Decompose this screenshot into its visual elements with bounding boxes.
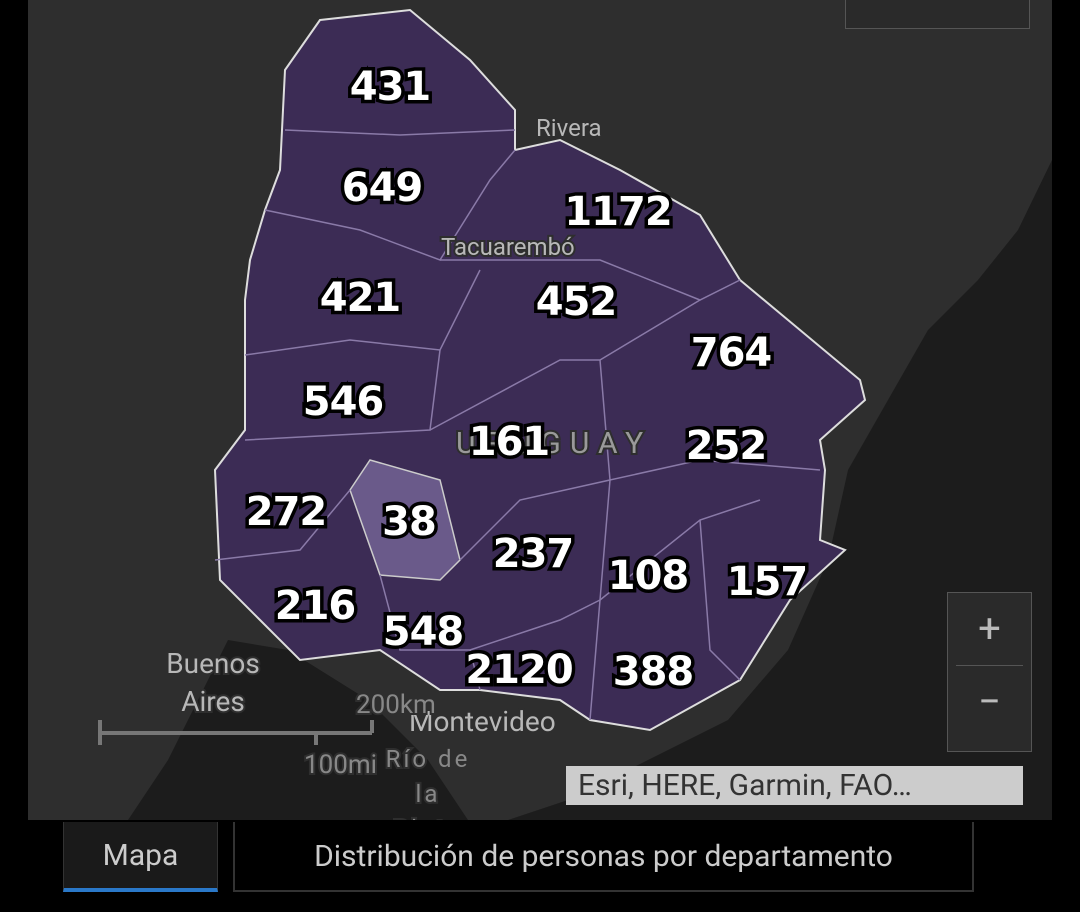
count-label: 2120 xyxy=(462,644,577,697)
water xyxy=(508,160,1052,820)
zoom-in-button[interactable]: + xyxy=(956,593,1023,666)
count-label: 1172 xyxy=(561,186,676,239)
count-label: 546 xyxy=(299,376,387,429)
count-label: 388 xyxy=(609,646,697,699)
count-label: 157 xyxy=(723,556,811,609)
department-borders xyxy=(214,129,821,721)
scale-label: 100mi xyxy=(302,748,379,782)
place-label: Rivera xyxy=(534,112,604,144)
attribution: Esri, HERE, Garmin, FAO… xyxy=(566,766,1023,805)
count-label: 421 xyxy=(316,272,404,325)
count-label: 649 xyxy=(338,162,426,215)
count-label: 38 xyxy=(379,496,441,549)
place-label: Tacuarembó xyxy=(439,231,577,263)
zoom-out-button[interactable]: − xyxy=(978,678,1001,725)
search-button[interactable] xyxy=(845,0,1030,29)
count-label: 252 xyxy=(682,420,770,473)
place-label: Montevideo xyxy=(407,703,558,740)
tab[interactable]: Distribución de personas por departament… xyxy=(233,822,974,892)
scale-label: 200km xyxy=(354,688,438,722)
place-label: Buenos Aires xyxy=(164,645,262,720)
count-label: 237 xyxy=(489,528,577,581)
tab[interactable]: Mapa xyxy=(63,822,218,892)
count-label: 272 xyxy=(242,486,330,539)
count-label: 548 xyxy=(379,606,467,659)
count-label: 431 xyxy=(346,61,434,114)
place-label: Río de la Plata xyxy=(384,743,471,820)
count-label: 108 xyxy=(604,550,692,603)
water xyxy=(128,640,468,820)
country-label: URUGUAY xyxy=(454,424,653,463)
count-label: 161 xyxy=(465,416,553,469)
zoom-control: + − xyxy=(947,592,1032,752)
map-shapes xyxy=(98,8,1052,820)
map: Rivera Tacuarembó URUGUAY Buenos Aires M… xyxy=(28,0,1052,820)
count-label: 764 xyxy=(687,327,775,380)
count-label: 216 xyxy=(271,580,359,633)
count-label: 452 xyxy=(532,276,620,329)
